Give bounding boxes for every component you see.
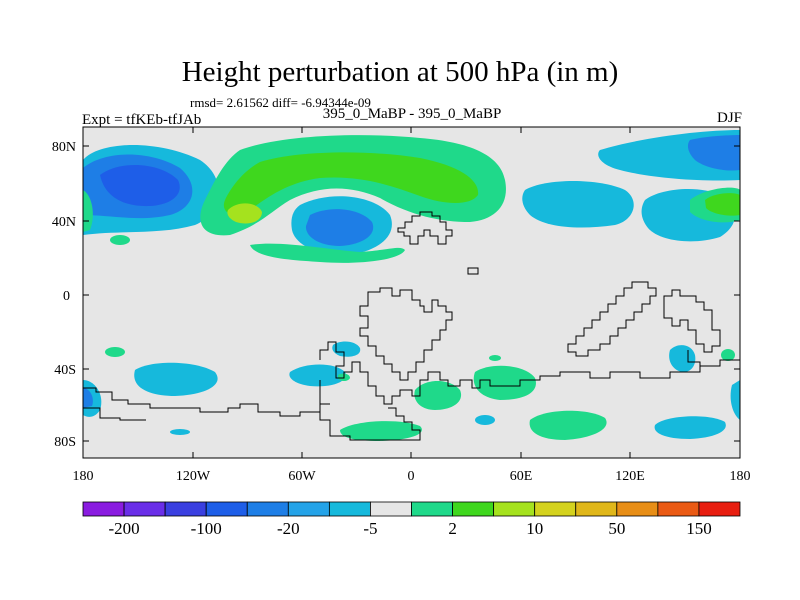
x-tick-label-60e: 60E — [510, 469, 533, 484]
contour-positive-north-core — [227, 203, 262, 224]
colorbar-labels: -200 -100 -20 -5 2 10 50 150 — [108, 519, 711, 538]
contour-fills — [83, 130, 740, 441]
colorbar-swatch — [287, 501, 330, 517]
colorbar-swatch — [246, 501, 289, 517]
contour-positive-s-indian — [473, 365, 536, 400]
contour-negative-se — [654, 416, 726, 439]
x-tick-label-180e: 180 — [730, 469, 751, 484]
colorbar-swatch — [123, 501, 166, 517]
x-tick-label-60w: 60W — [288, 469, 316, 484]
coastline-south-continent — [319, 341, 740, 405]
rmsd-diff-label: rmsd= 2.61562 diff= -6.94344e-09 — [190, 95, 371, 110]
experiment-label: Expt = tfKEb-tfJAb — [82, 112, 202, 128]
colorbar-label: -5 — [363, 519, 377, 538]
x-tick-label-120w: 120W — [176, 469, 211, 484]
map-plot-area — [82, 126, 741, 459]
contour-negative-sw-edge-inner — [83, 388, 93, 408]
season-label: DJF — [716, 110, 742, 126]
contour-negative-nw-core — [100, 164, 180, 207]
contour-negative-ne — [522, 181, 634, 228]
y-axis: 80N 40N 0 40S 80S — [52, 140, 740, 450]
colorbar-label: 50 — [608, 519, 625, 538]
contour-positive-small-c — [489, 355, 501, 361]
contour-positive-ne-edge-core — [705, 193, 740, 216]
contour-negative-small-d — [475, 415, 495, 425]
contour-positive-sw-dot — [105, 347, 125, 357]
colorbar-swatch — [411, 501, 453, 517]
contour-negative-se-b — [669, 345, 696, 373]
x-tick-label-120e: 120E — [615, 469, 645, 484]
coastline-south-basin — [319, 380, 421, 441]
coastline-small-island — [467, 267, 479, 275]
colorbar-label: -100 — [191, 519, 222, 538]
contour-positive-se-dot — [721, 349, 735, 361]
contour-positive-se — [529, 410, 607, 440]
colorbar-swatch — [616, 501, 659, 517]
colorbar-swatch — [493, 501, 536, 517]
colorbar-swatch — [575, 501, 618, 517]
contour-negative-center-inner — [305, 209, 374, 246]
y-tick-label-40s: 40S — [54, 363, 76, 378]
x-axis: 180 120W 60W 0 60E 120E 180 — [73, 127, 751, 484]
contour-positive-north-arc-inner — [223, 152, 479, 215]
colorbar-swatch — [657, 501, 700, 517]
x-tick-label-180w: 180 — [73, 469, 94, 484]
contour-negative-sw-tiny — [170, 429, 190, 435]
contour-negative-s-center — [289, 364, 346, 387]
y-tick-label-0: 0 — [63, 289, 70, 304]
coastlines — [83, 211, 740, 441]
coastline-west-south — [83, 387, 330, 417]
contour-negative-small-a — [332, 341, 361, 357]
colorbar-swatch — [370, 501, 412, 517]
case-comparison-label: 395_0_MaBP - 395_0_MaBP — [322, 106, 502, 122]
coastline-west-south-b — [83, 407, 146, 421]
colorbar-swatch — [82, 501, 125, 517]
colorbar-swatch — [698, 501, 741, 517]
y-tick-label-80n: 80N — [52, 140, 76, 155]
contour-negative-se-edge — [730, 380, 740, 420]
contour-positive-small-w — [110, 235, 130, 245]
x-tick-label-0: 0 — [408, 469, 415, 484]
y-tick-label-40n: 40N — [52, 215, 76, 230]
colorbar-label: 150 — [686, 519, 712, 538]
coastline-east-landmass — [567, 281, 657, 357]
coastline-north-africa — [397, 211, 453, 245]
y-tick-label-80s: 80S — [54, 435, 76, 450]
colorbar-label: 2 — [448, 519, 457, 538]
colorbar-label: -20 — [277, 519, 300, 538]
colorbar-label: 10 — [526, 519, 543, 538]
contour-positive-s-atlantic — [414, 381, 462, 410]
coastline-east-peninsula — [663, 289, 721, 353]
contour-negative-ne-top-inner — [687, 135, 740, 171]
contour-negative-sw — [134, 362, 218, 396]
coastline-east-coast — [687, 350, 701, 370]
colorbar-swatch — [534, 501, 577, 517]
colorbar-swatch — [164, 501, 207, 517]
colorbar-boxes — [82, 501, 741, 517]
colorbar-swatch — [205, 501, 248, 517]
plot-title: Height perturbation at 500 hPa (in m) — [181, 56, 619, 88]
colorbar: -200 -100 -20 -5 2 10 50 150 — [82, 501, 741, 538]
colorbar-swatch — [452, 501, 495, 517]
colorbar-swatch — [328, 501, 371, 517]
colorbar-label: -200 — [108, 519, 139, 538]
contour-positive-center-south — [250, 243, 405, 263]
contour-positive-s-center — [340, 421, 422, 441]
coastline-africa-south — [359, 287, 453, 381]
